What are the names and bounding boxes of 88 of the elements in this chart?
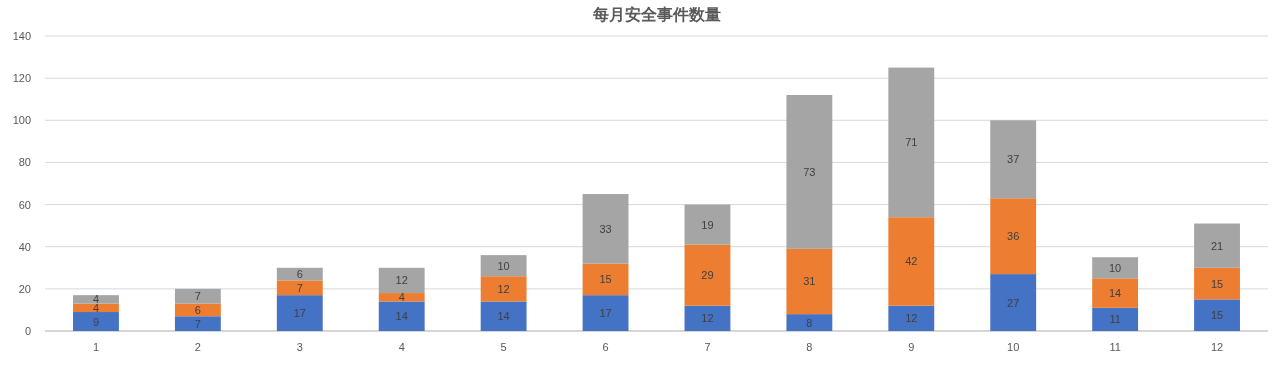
data-label: 12 bbox=[701, 312, 714, 325]
data-label: 14 bbox=[395, 310, 408, 323]
bar bbox=[582, 295, 629, 331]
bar bbox=[480, 255, 527, 277]
y-tick-label: 120 bbox=[12, 72, 31, 85]
data-label: 12 bbox=[905, 312, 918, 325]
data-label: 27 bbox=[1007, 296, 1020, 309]
data-label: 8 bbox=[806, 316, 813, 329]
x-tick-label: 6 bbox=[602, 341, 609, 353]
data-label: 31 bbox=[803, 275, 816, 288]
bar bbox=[990, 198, 1037, 275]
data-label: 6 bbox=[194, 303, 201, 316]
bar bbox=[1092, 257, 1139, 279]
data-label: 12 bbox=[497, 282, 510, 295]
data-label: 6 bbox=[296, 268, 303, 281]
bar bbox=[1194, 223, 1240, 268]
data-label: 15 bbox=[1210, 309, 1224, 322]
data-label: 33 bbox=[599, 222, 612, 235]
data-label: 21 bbox=[1210, 239, 1224, 252]
bar bbox=[174, 316, 221, 331]
x-tick-label: 3 bbox=[296, 341, 303, 353]
bar bbox=[276, 280, 323, 296]
data-label: 14 bbox=[497, 310, 510, 323]
bar bbox=[73, 312, 119, 331]
bar bbox=[174, 288, 221, 304]
x-tick-label: 8 bbox=[806, 341, 813, 353]
bar bbox=[1092, 278, 1139, 308]
data-label: 9 bbox=[92, 315, 100, 328]
bar bbox=[1194, 299, 1240, 331]
bar bbox=[684, 244, 731, 306]
chart-title: 每月安全事件数量 bbox=[591, 5, 721, 24]
bar bbox=[73, 295, 119, 304]
bar bbox=[786, 248, 833, 315]
data-label: 42 bbox=[905, 255, 918, 268]
data-label: 15 bbox=[599, 273, 612, 286]
bar bbox=[990, 120, 1037, 199]
bar bbox=[1194, 267, 1240, 300]
data-label: 71 bbox=[905, 136, 918, 149]
bar bbox=[378, 267, 425, 294]
y-tick-label: 0 bbox=[24, 325, 31, 337]
data-label: 7 bbox=[194, 317, 201, 330]
bar bbox=[786, 95, 833, 249]
bar bbox=[480, 276, 527, 302]
y-tick-label: 80 bbox=[18, 156, 31, 169]
bar bbox=[684, 204, 731, 245]
data-label: 29 bbox=[701, 269, 714, 282]
x-tick-label: 1 bbox=[92, 341, 100, 353]
data-label: 37 bbox=[1007, 153, 1020, 166]
data-label: 19 bbox=[701, 218, 714, 231]
data-label: 10 bbox=[497, 259, 510, 272]
data-label: 12 bbox=[395, 274, 408, 287]
y-tick-label: 100 bbox=[12, 114, 31, 127]
x-tick-label: 9 bbox=[908, 341, 915, 353]
x-tick-label: 11 bbox=[1109, 341, 1121, 353]
x-tick-label: 4 bbox=[398, 341, 405, 353]
data-label: 11 bbox=[1109, 313, 1121, 326]
y-tick-label: 40 bbox=[18, 240, 31, 253]
bar bbox=[888, 305, 935, 331]
data-label: 36 bbox=[1007, 230, 1020, 243]
bar bbox=[990, 274, 1037, 331]
data-label: 14 bbox=[1109, 287, 1122, 300]
data-label: 17 bbox=[293, 307, 306, 320]
bar bbox=[582, 194, 629, 264]
data-label: 10 bbox=[1109, 261, 1122, 274]
y-tick-label: 140 bbox=[12, 30, 31, 42]
data-label: 73 bbox=[803, 165, 816, 178]
bar bbox=[888, 217, 935, 306]
bar bbox=[1092, 307, 1139, 331]
y-tick-label: 60 bbox=[18, 198, 31, 211]
bar bbox=[378, 293, 425, 302]
bar bbox=[684, 305, 731, 331]
x-tick-label: 7 bbox=[704, 341, 711, 353]
bar bbox=[786, 314, 833, 331]
data-label: 4 bbox=[398, 291, 405, 304]
x-tick-label: 5 bbox=[500, 341, 507, 353]
bar bbox=[888, 67, 935, 218]
bar bbox=[276, 295, 323, 331]
x-tick-label: 12 bbox=[1210, 341, 1224, 353]
x-tick-label: 2 bbox=[194, 341, 201, 353]
y-tick-label: 20 bbox=[18, 282, 31, 295]
x-tick-label: 10 bbox=[1007, 341, 1020, 353]
data-label: 15 bbox=[1210, 277, 1224, 290]
data-label: 7 bbox=[296, 281, 303, 294]
data-label: 7 bbox=[194, 290, 201, 303]
bar bbox=[378, 301, 425, 331]
bar bbox=[480, 301, 527, 331]
bar bbox=[582, 263, 629, 296]
data-label: 17 bbox=[599, 307, 612, 320]
